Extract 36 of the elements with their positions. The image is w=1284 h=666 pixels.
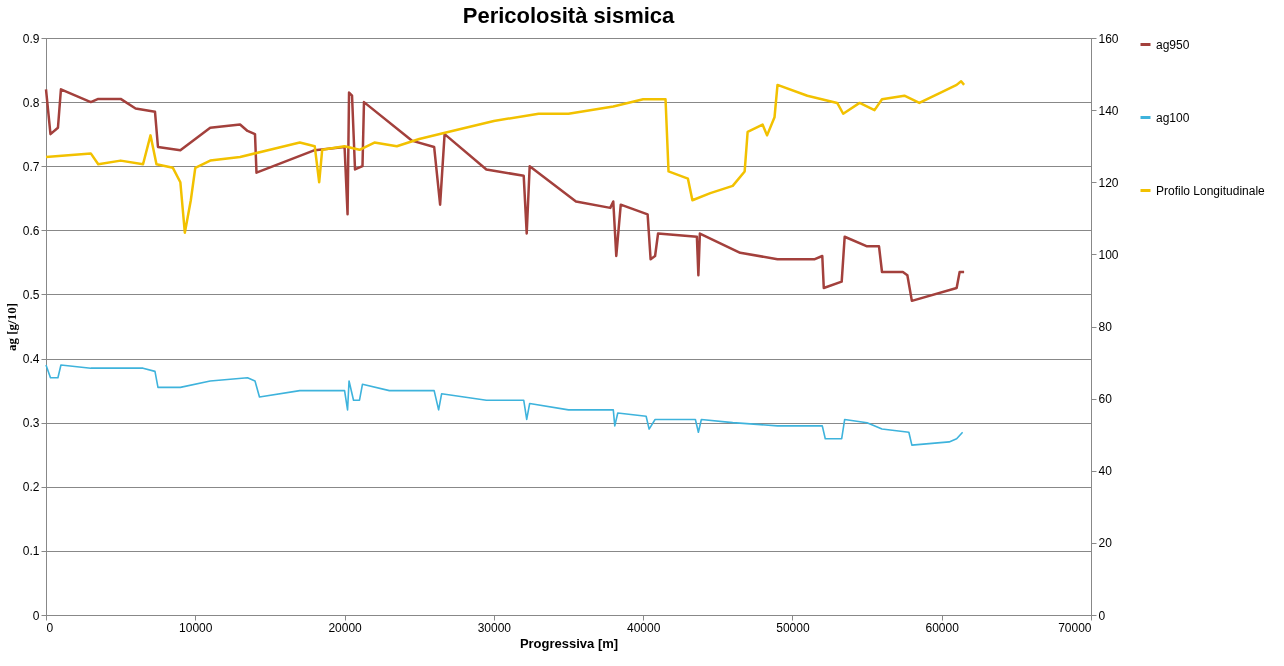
line-series <box>44 80 966 234</box>
legend-label: Profilo Longitudinale <box>1156 183 1266 198</box>
line-series <box>44 88 966 303</box>
y-tick-label: 0.9 <box>22 31 40 46</box>
y-tick-label: 0.1 <box>22 544 40 559</box>
x-tick-label: 30000 <box>477 620 512 635</box>
x-tick-label: 40000 <box>626 620 661 635</box>
y-tick-label: 0.7 <box>22 159 40 174</box>
y-tick-label: 0.3 <box>22 416 40 431</box>
y2-tick-label: 140 <box>1098 103 1119 118</box>
y2-tick-label: 20 <box>1098 536 1113 551</box>
x-tick-label: 20000 <box>328 620 363 635</box>
y2-tick-label: 120 <box>1098 175 1119 190</box>
y2-tick-label: 60 <box>1098 392 1113 407</box>
x-axis-title: Progressiva [m] <box>519 635 619 651</box>
y-tick-label: 0.8 <box>22 95 40 110</box>
x-tick-label: 50000 <box>776 620 810 635</box>
y2-tick-label: 0 <box>1098 608 1106 623</box>
y2-tick-label: 40 <box>1098 464 1113 479</box>
y2-tick-label: 100 <box>1098 247 1119 262</box>
y-tick-label: 0.2 <box>22 480 40 495</box>
y-axis-title: ag [g/10] <box>3 302 19 352</box>
y2-tick-label: 160 <box>1098 31 1119 46</box>
legend-label: ag950 <box>1156 37 1190 52</box>
x-tick-label: 60000 <box>925 620 960 635</box>
y-tick-label: 0.4 <box>22 352 40 367</box>
line-series <box>45 364 964 446</box>
legend-label: ag100 <box>1156 110 1190 125</box>
x-tick-label: 70000 <box>1058 620 1092 635</box>
y-tick-label: 0.6 <box>22 223 40 238</box>
y-tick-label: 0.5 <box>22 287 40 302</box>
y2-tick-label: 80 <box>1098 320 1113 334</box>
x-tick-label: 10000 <box>179 620 213 635</box>
y-tick-label: 0 <box>32 608 40 623</box>
x-tick-label: 0 <box>46 620 54 635</box>
chart-title: Pericolosità sismica <box>462 3 676 28</box>
